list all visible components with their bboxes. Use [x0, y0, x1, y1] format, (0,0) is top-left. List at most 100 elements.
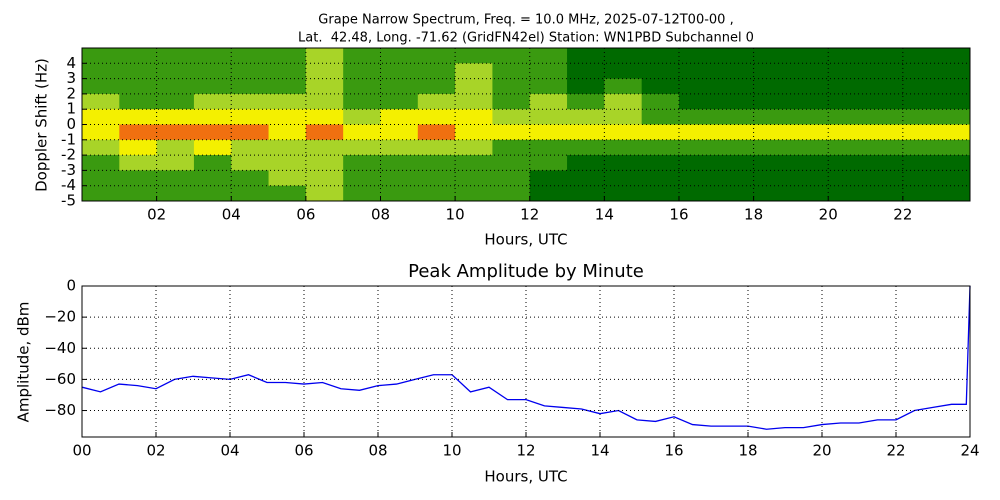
heatmap-cell — [231, 185, 270, 202]
heatmap-cell — [529, 155, 568, 171]
heatmap-cell — [82, 170, 120, 187]
heatmap-cell — [940, 155, 971, 171]
x-tick-label: 18 — [738, 442, 757, 460]
y-tick-label: 2 — [66, 84, 76, 102]
heatmap-cell — [567, 155, 605, 171]
heatmap-cell — [156, 139, 195, 156]
heatmap-cell — [82, 63, 120, 80]
heatmap-cell — [455, 63, 493, 80]
heatmap-cell — [790, 93, 829, 110]
heatmap-cell — [156, 109, 195, 125]
heatmap-cell — [716, 63, 755, 80]
heatmap-cell — [380, 48, 419, 64]
heatmap-cell — [305, 109, 344, 125]
heatmap-cell — [641, 93, 680, 110]
heatmap-cell — [604, 185, 643, 202]
heatmap-cell — [902, 139, 941, 156]
heatmap-cell — [231, 155, 270, 171]
heatmap-cell — [865, 63, 904, 80]
y-axis-label: Amplitude, dBm — [15, 302, 33, 423]
x-tick-label: 22 — [893, 206, 912, 224]
heatmap-cell — [865, 109, 904, 125]
heatmap-cell — [119, 124, 158, 141]
heatmap-cell — [716, 78, 755, 95]
chart-title: Grape Narrow Spectrum, Freq. = 10.0 MHz,… — [318, 13, 733, 28]
heatmap-cell — [231, 109, 270, 125]
heatmap-cell — [865, 155, 904, 171]
heatmap-cell — [82, 139, 120, 156]
heatmap-cell — [82, 124, 120, 141]
heatmap-cell — [902, 63, 941, 80]
heatmap-cell — [231, 63, 270, 80]
y-tick-label: 0 — [66, 277, 76, 295]
heatmap-cell — [940, 139, 971, 156]
heatmap-cell — [193, 48, 232, 64]
plot-frame — [81, 285, 971, 438]
heatmap-cell — [828, 185, 867, 202]
heatmap-cell — [529, 78, 568, 95]
heatmap-cell — [567, 124, 605, 141]
heatmap-cell — [305, 93, 344, 110]
heatmap-cell — [790, 109, 829, 125]
heatmap-cell — [753, 139, 792, 156]
heatmap-cell — [156, 170, 195, 187]
heatmap-cell — [119, 48, 158, 64]
heatmap-cell — [492, 185, 531, 202]
heatmap-cell — [604, 124, 643, 141]
x-tick-label: 08 — [371, 206, 390, 224]
heatmap-cell — [865, 185, 904, 202]
heatmap-cell — [305, 170, 344, 187]
heatmap-cell — [529, 124, 568, 141]
heatmap-cell — [492, 155, 531, 171]
heatmap-cell — [231, 170, 270, 187]
heatmap-cell — [268, 185, 307, 202]
heatmap-cell — [268, 63, 307, 80]
heatmap-cell — [268, 109, 307, 125]
heatmap-cell — [492, 78, 531, 95]
heatmap-cell — [641, 78, 680, 95]
y-tick-label: 4 — [66, 54, 76, 72]
heatmap-cell — [604, 155, 643, 171]
heatmap-cell — [417, 78, 456, 95]
heatmap-cell — [343, 78, 381, 95]
heatmap-cell — [940, 185, 971, 202]
heatmap-cell — [865, 48, 904, 64]
heatmap-cell — [193, 170, 232, 187]
heatmap-cell — [828, 93, 867, 110]
heatmap-cell — [716, 124, 755, 141]
heatmap-cell — [343, 63, 381, 80]
heatmap-cell — [902, 124, 941, 141]
heatmap-cell — [716, 109, 755, 125]
heatmap-cell — [380, 139, 419, 156]
heatmap-cell — [790, 48, 829, 64]
heatmap-cell — [902, 48, 941, 64]
heatmap-cell — [902, 155, 941, 171]
heatmap-cell — [753, 155, 792, 171]
heatmap-cell — [567, 78, 605, 95]
heatmap-cell — [268, 155, 307, 171]
heatmap-cell — [193, 155, 232, 171]
heatmap-cell — [940, 93, 971, 110]
heatmap-cell — [828, 109, 867, 125]
heatmap-cell — [567, 48, 605, 64]
heatmap-cell — [641, 63, 680, 80]
heatmap-cell — [305, 48, 344, 64]
heatmap-cell — [604, 109, 643, 125]
y-tick-label: -4 — [61, 176, 76, 194]
heatmap-cell — [492, 93, 531, 110]
heatmap-cell — [678, 139, 717, 156]
heatmap-cell — [641, 48, 680, 64]
heatmap-cell — [828, 155, 867, 171]
heatmap-cell — [678, 93, 717, 110]
heatmap-cell — [305, 139, 344, 156]
heatmap-cell — [678, 78, 717, 95]
x-tick-label: 16 — [669, 206, 688, 224]
y-tick-label: 1 — [66, 100, 76, 118]
heatmap-cell — [753, 185, 792, 202]
x-tick-label: 08 — [368, 442, 387, 460]
heatmap-cell — [567, 139, 605, 156]
chart-subtitle: Lat. 42.48, Long. -71.62 (GridFN42el) St… — [298, 31, 754, 46]
heatmap-cell — [380, 93, 419, 110]
y-tick-label: −60 — [44, 370, 76, 388]
heatmap-cell — [865, 78, 904, 95]
